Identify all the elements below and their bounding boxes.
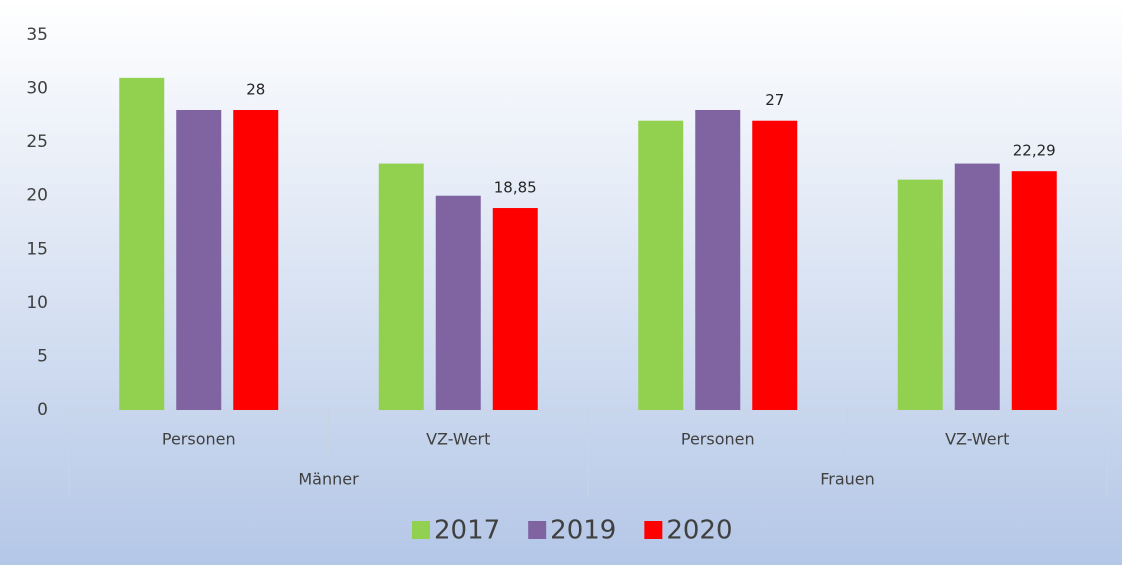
y-tick-label: 35 [26, 25, 48, 45]
bar [119, 77, 165, 410]
x-tick-label: Personen [162, 430, 236, 449]
value-label: 18,85 [494, 179, 537, 197]
bar [378, 163, 424, 410]
y-tick-label: 15 [26, 239, 48, 259]
value-label: 28 [246, 81, 265, 99]
bar [435, 195, 481, 410]
legend-label: 2020 [666, 516, 732, 546]
legend-swatch [644, 521, 663, 539]
value-label: 22,29 [1013, 142, 1056, 160]
bar [1011, 171, 1057, 410]
x-tick-label: VZ-Wert [426, 430, 490, 449]
group-label: Männer [298, 470, 359, 489]
y-tick-label: 25 [26, 132, 48, 152]
y-tick-label: 20 [26, 186, 48, 206]
legend-swatch [528, 521, 547, 539]
legend-label: 2019 [550, 516, 616, 546]
y-tick-label: 10 [26, 293, 48, 313]
x-tick-label: VZ-Wert [945, 430, 1009, 449]
bar [695, 110, 741, 410]
bar [897, 179, 943, 410]
y-tick-label: 0 [37, 400, 48, 420]
group-label: Frauen [820, 470, 875, 489]
y-tick-label: 30 [26, 79, 48, 99]
bar [954, 163, 1000, 410]
legend-label: 2017 [434, 516, 500, 546]
bar [492, 208, 538, 410]
bar [176, 110, 222, 410]
bar [638, 120, 684, 410]
x-tick-label: Personen [681, 430, 755, 449]
value-label: 27 [765, 91, 784, 109]
y-tick-label: 5 [37, 346, 48, 366]
bar [752, 120, 798, 410]
legend-swatch [412, 521, 430, 539]
bar [233, 110, 279, 410]
